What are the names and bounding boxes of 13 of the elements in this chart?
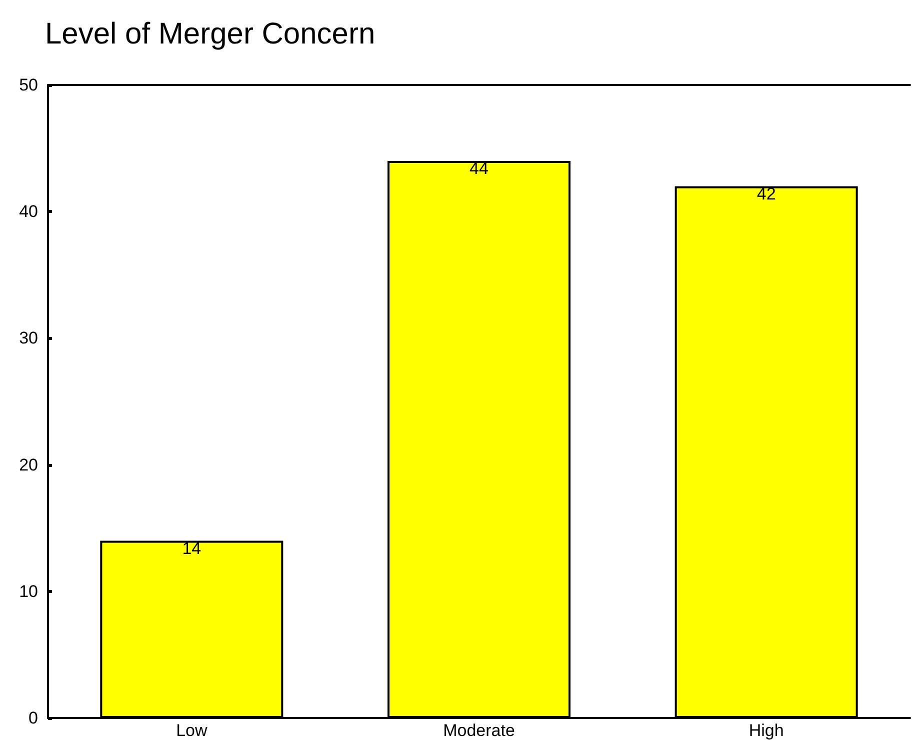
data-label: 44 (470, 158, 488, 178)
data-label: 42 (756, 184, 776, 204)
y-tick-label: 10 (19, 582, 38, 601)
chart-title: Level of Merger Concern (45, 18, 376, 50)
y-tick-label: 30 (19, 328, 38, 348)
y-tick-label: 40 (19, 202, 38, 222)
y-tick-label: 20 (19, 455, 38, 474)
y-tick-label: 50 (19, 76, 38, 94)
x-tick-label: Moderate (443, 721, 515, 740)
x-tick-label: Low (176, 721, 208, 740)
y-tick-label: 0 (28, 708, 38, 728)
x-tick-label: High (748, 721, 784, 740)
data-label: 14 (182, 538, 202, 558)
